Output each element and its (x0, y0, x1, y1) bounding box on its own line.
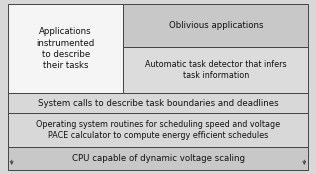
FancyBboxPatch shape (124, 4, 308, 47)
FancyBboxPatch shape (8, 93, 308, 113)
FancyBboxPatch shape (8, 113, 308, 147)
FancyBboxPatch shape (124, 47, 308, 93)
Text: Automatic task detector that infers
task information: Automatic task detector that infers task… (145, 60, 287, 80)
Text: System calls to describe task boundaries and deadlines: System calls to describe task boundaries… (38, 99, 278, 108)
Text: CPU capable of dynamic voltage scaling: CPU capable of dynamic voltage scaling (71, 154, 245, 163)
Text: Applications
instrumented
to describe
their tasks: Applications instrumented to describe th… (37, 27, 95, 70)
FancyBboxPatch shape (8, 4, 124, 93)
FancyBboxPatch shape (8, 147, 308, 170)
Text: Oblivious applications: Oblivious applications (168, 21, 263, 30)
Text: Operating system routines for scheduling speed and voltage
PACE calculator to co: Operating system routines for scheduling… (36, 120, 280, 140)
